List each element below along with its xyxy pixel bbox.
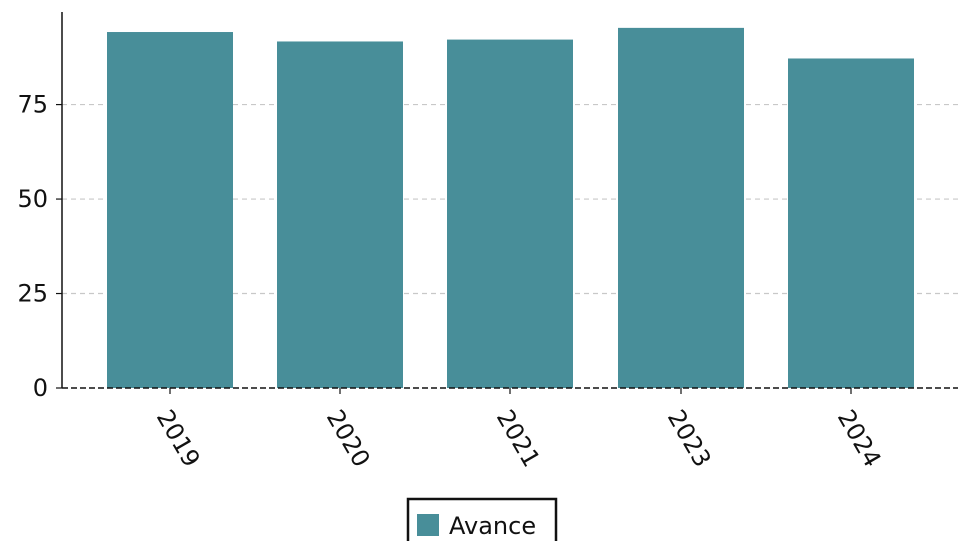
axes <box>61 12 958 389</box>
x-tick-label: 2024 <box>832 405 887 472</box>
x-axis-ticks: 2019 2020 2021 2023 2024 <box>151 388 887 472</box>
legend-label: Avance <box>449 512 536 540</box>
y-tick-label: 75 <box>17 91 48 119</box>
bar-2021 <box>447 39 573 388</box>
bars <box>107 27 914 389</box>
x-tick-label: 2021 <box>491 405 546 472</box>
x-tick-label: 2023 <box>662 405 717 472</box>
bar-2023 <box>618 27 744 388</box>
y-axis-ticks: 0 25 50 75 <box>17 91 62 402</box>
bar-2019 <box>107 32 233 389</box>
legend: Avance <box>406 497 558 541</box>
y-tick-label: 25 <box>17 280 48 308</box>
x-tick-label: 2019 <box>151 405 206 472</box>
y-tick-label: 50 <box>17 185 48 213</box>
legend-swatch <box>417 514 439 536</box>
y-tick-label: 0 <box>33 374 48 402</box>
x-tick-label: 2020 <box>321 405 376 472</box>
bar-2020 <box>277 41 403 389</box>
bar-2024 <box>788 58 914 388</box>
